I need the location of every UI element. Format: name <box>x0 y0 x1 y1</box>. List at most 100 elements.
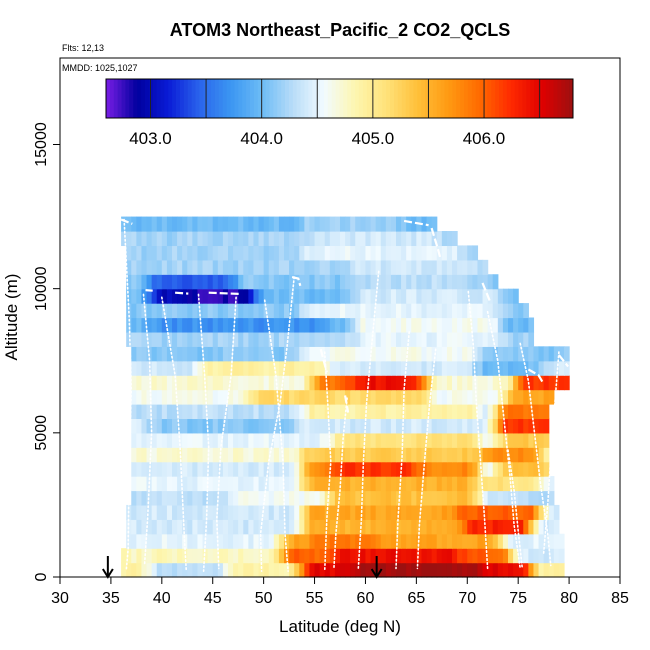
heatmap-cell <box>228 476 234 492</box>
heatmap-cell <box>370 360 377 376</box>
heatmap-cell <box>477 375 484 391</box>
heatmap-cell <box>360 562 367 578</box>
heatmap-cell <box>350 404 356 420</box>
colorbar-swatch <box>312 79 317 118</box>
heatmap-cell <box>182 317 188 333</box>
heatmap-cell <box>177 346 183 362</box>
heatmap-cell <box>273 519 280 535</box>
heatmap-cell <box>370 245 377 261</box>
colorbar-swatch <box>144 79 150 118</box>
heatmap-cell <box>396 288 402 304</box>
heatmap-cell <box>284 533 290 549</box>
heatmap-cell <box>345 216 351 232</box>
heatmap-cell <box>304 331 311 347</box>
flight-track-segment <box>120 218 133 225</box>
heatmap-cell <box>294 216 300 232</box>
heatmap-cell <box>502 562 509 578</box>
heatmap-cell <box>273 461 280 477</box>
heatmap-cell <box>131 303 137 319</box>
heatmap-cell <box>508 432 514 448</box>
heatmap-cell <box>273 562 280 578</box>
colorbar-swatch <box>133 79 138 118</box>
heatmap-cell <box>472 259 479 275</box>
heatmap-cell <box>243 404 249 420</box>
heatmap-cell <box>177 317 183 333</box>
heatmap-cell <box>436 548 443 564</box>
heatmap-cell <box>390 461 397 477</box>
heatmap-cell <box>502 331 509 347</box>
heatmap-cell <box>533 461 540 477</box>
heatmap-cell <box>192 447 199 463</box>
colorbar-swatch <box>179 79 185 118</box>
heatmap-cell <box>543 476 550 492</box>
heatmap-cell <box>172 519 178 535</box>
heatmap-cell <box>192 404 199 420</box>
heatmap-cell <box>411 274 417 290</box>
heatmap-cell <box>355 447 361 463</box>
heatmap-cell <box>207 490 214 506</box>
heatmap-cell <box>380 418 387 434</box>
heatmap-cell <box>436 504 443 520</box>
heatmap-cell <box>462 375 468 391</box>
heatmap-cell <box>508 533 514 549</box>
heatmap-cell <box>284 274 290 290</box>
heatmap-cell <box>533 533 540 549</box>
heatmap-cell <box>161 231 168 247</box>
heatmap-cell <box>207 288 214 304</box>
heatmap-cell <box>263 331 270 347</box>
colorbar-swatch <box>569 79 574 118</box>
heatmap-cell <box>299 533 305 549</box>
heatmap-cell <box>141 389 148 405</box>
heatmap-cell <box>416 519 423 535</box>
heatmap-cell <box>431 562 438 578</box>
heatmap-cell <box>263 346 270 362</box>
heatmap-cell <box>406 461 412 477</box>
heatmap-cell <box>273 504 280 520</box>
heatmap-cell <box>467 461 473 477</box>
heatmap-cell <box>334 504 341 520</box>
heatmap-cell <box>202 216 209 232</box>
heatmap-cell <box>182 389 188 405</box>
heatmap-cell <box>518 476 524 492</box>
y-tick-label: 15000 <box>33 122 50 167</box>
heatmap-cell <box>324 259 331 275</box>
heatmap-cell <box>457 360 463 376</box>
colorbar-swatch <box>386 79 391 118</box>
heatmap-cell <box>161 404 168 420</box>
flight-track-segment <box>403 219 429 227</box>
heatmap-cell <box>370 288 377 304</box>
heatmap-cell <box>523 447 529 463</box>
heatmap-cell <box>253 360 260 376</box>
heatmap-cell <box>172 231 178 247</box>
heatmap-cell <box>390 274 397 290</box>
heatmap-cell <box>370 447 377 463</box>
heatmap-cell <box>192 504 199 520</box>
heatmap-cell <box>243 490 249 506</box>
heatmap-cell <box>345 245 351 261</box>
colorbar-swatch <box>218 79 224 118</box>
heatmap-cell <box>492 432 499 448</box>
heatmap-cell <box>131 548 137 564</box>
heatmap-cell <box>457 375 463 391</box>
heatmap-cell <box>192 432 199 448</box>
colorbar-swatch <box>156 79 161 118</box>
heatmap-cell <box>202 432 209 448</box>
heatmap-cell <box>462 317 468 333</box>
heatmap-cell <box>238 418 244 434</box>
heatmap-cell <box>452 418 458 434</box>
heatmap-cell <box>340 375 346 391</box>
heatmap-cell <box>411 432 417 448</box>
heatmap-cell <box>355 548 361 564</box>
heatmap-cell <box>538 389 545 405</box>
heatmap-cell <box>299 231 305 247</box>
heatmap-cell <box>355 418 361 434</box>
heatmap-cell <box>309 216 316 232</box>
heatmap-cell <box>263 504 270 520</box>
heatmap-cell <box>258 375 265 391</box>
heatmap-cell <box>217 476 224 492</box>
flight-track-segment <box>481 282 492 304</box>
heatmap-cell <box>401 216 407 232</box>
heatmap-cell <box>161 418 168 434</box>
heatmap-cell <box>350 331 356 347</box>
heatmap-cell <box>299 447 305 463</box>
